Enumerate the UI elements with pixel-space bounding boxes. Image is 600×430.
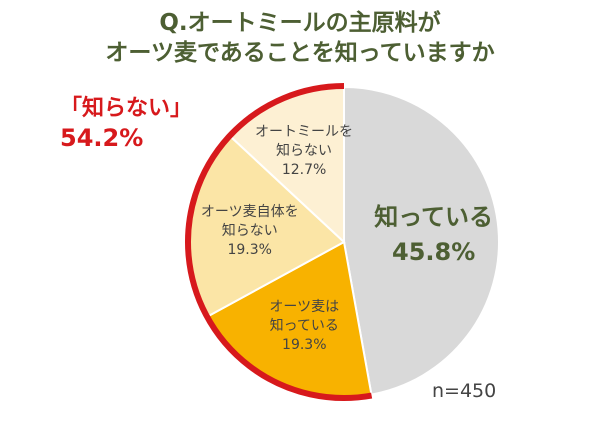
slice-know <box>343 85 500 396</box>
slice-oatmeal-unknown-label-line-1: オートミールを <box>255 124 353 140</box>
slice-oats-unknown-label-line-2: 知らない <box>222 222 278 239</box>
slice-know-label-line-1: 知っている <box>374 203 493 231</box>
slice-oats-known-label-line-2: 知っている <box>270 317 339 334</box>
unknown-group-label: 「知らない」 <box>60 96 193 121</box>
unknown-group-percentage: 54.2% <box>60 124 144 152</box>
slice-oats-known-label-line-3: 19.3% <box>282 337 326 353</box>
slice-oats-known-label-line-1: オーツ麦は <box>269 299 339 315</box>
slice-oats-unknown-label-line-3: 19.3% <box>227 242 271 258</box>
unknown-group-arc <box>185 83 373 401</box>
slice-oatmeal-unknown-label-line-3: 12.7% <box>282 162 326 178</box>
slice-oatmeal-unknown-label-line-2: 知らない <box>276 142 332 159</box>
sample-size: n=450 <box>432 380 497 402</box>
chart-title-line-2: オーツ麦であることを知っていますか <box>105 40 495 66</box>
slice-know-label-line-2: 45.8% <box>392 238 475 266</box>
slice-oats-unknown-label-line-1: オーツ麦自体を <box>201 204 299 220</box>
chart-title-line-1: Q.オートミールの主原料が <box>159 10 441 36</box>
